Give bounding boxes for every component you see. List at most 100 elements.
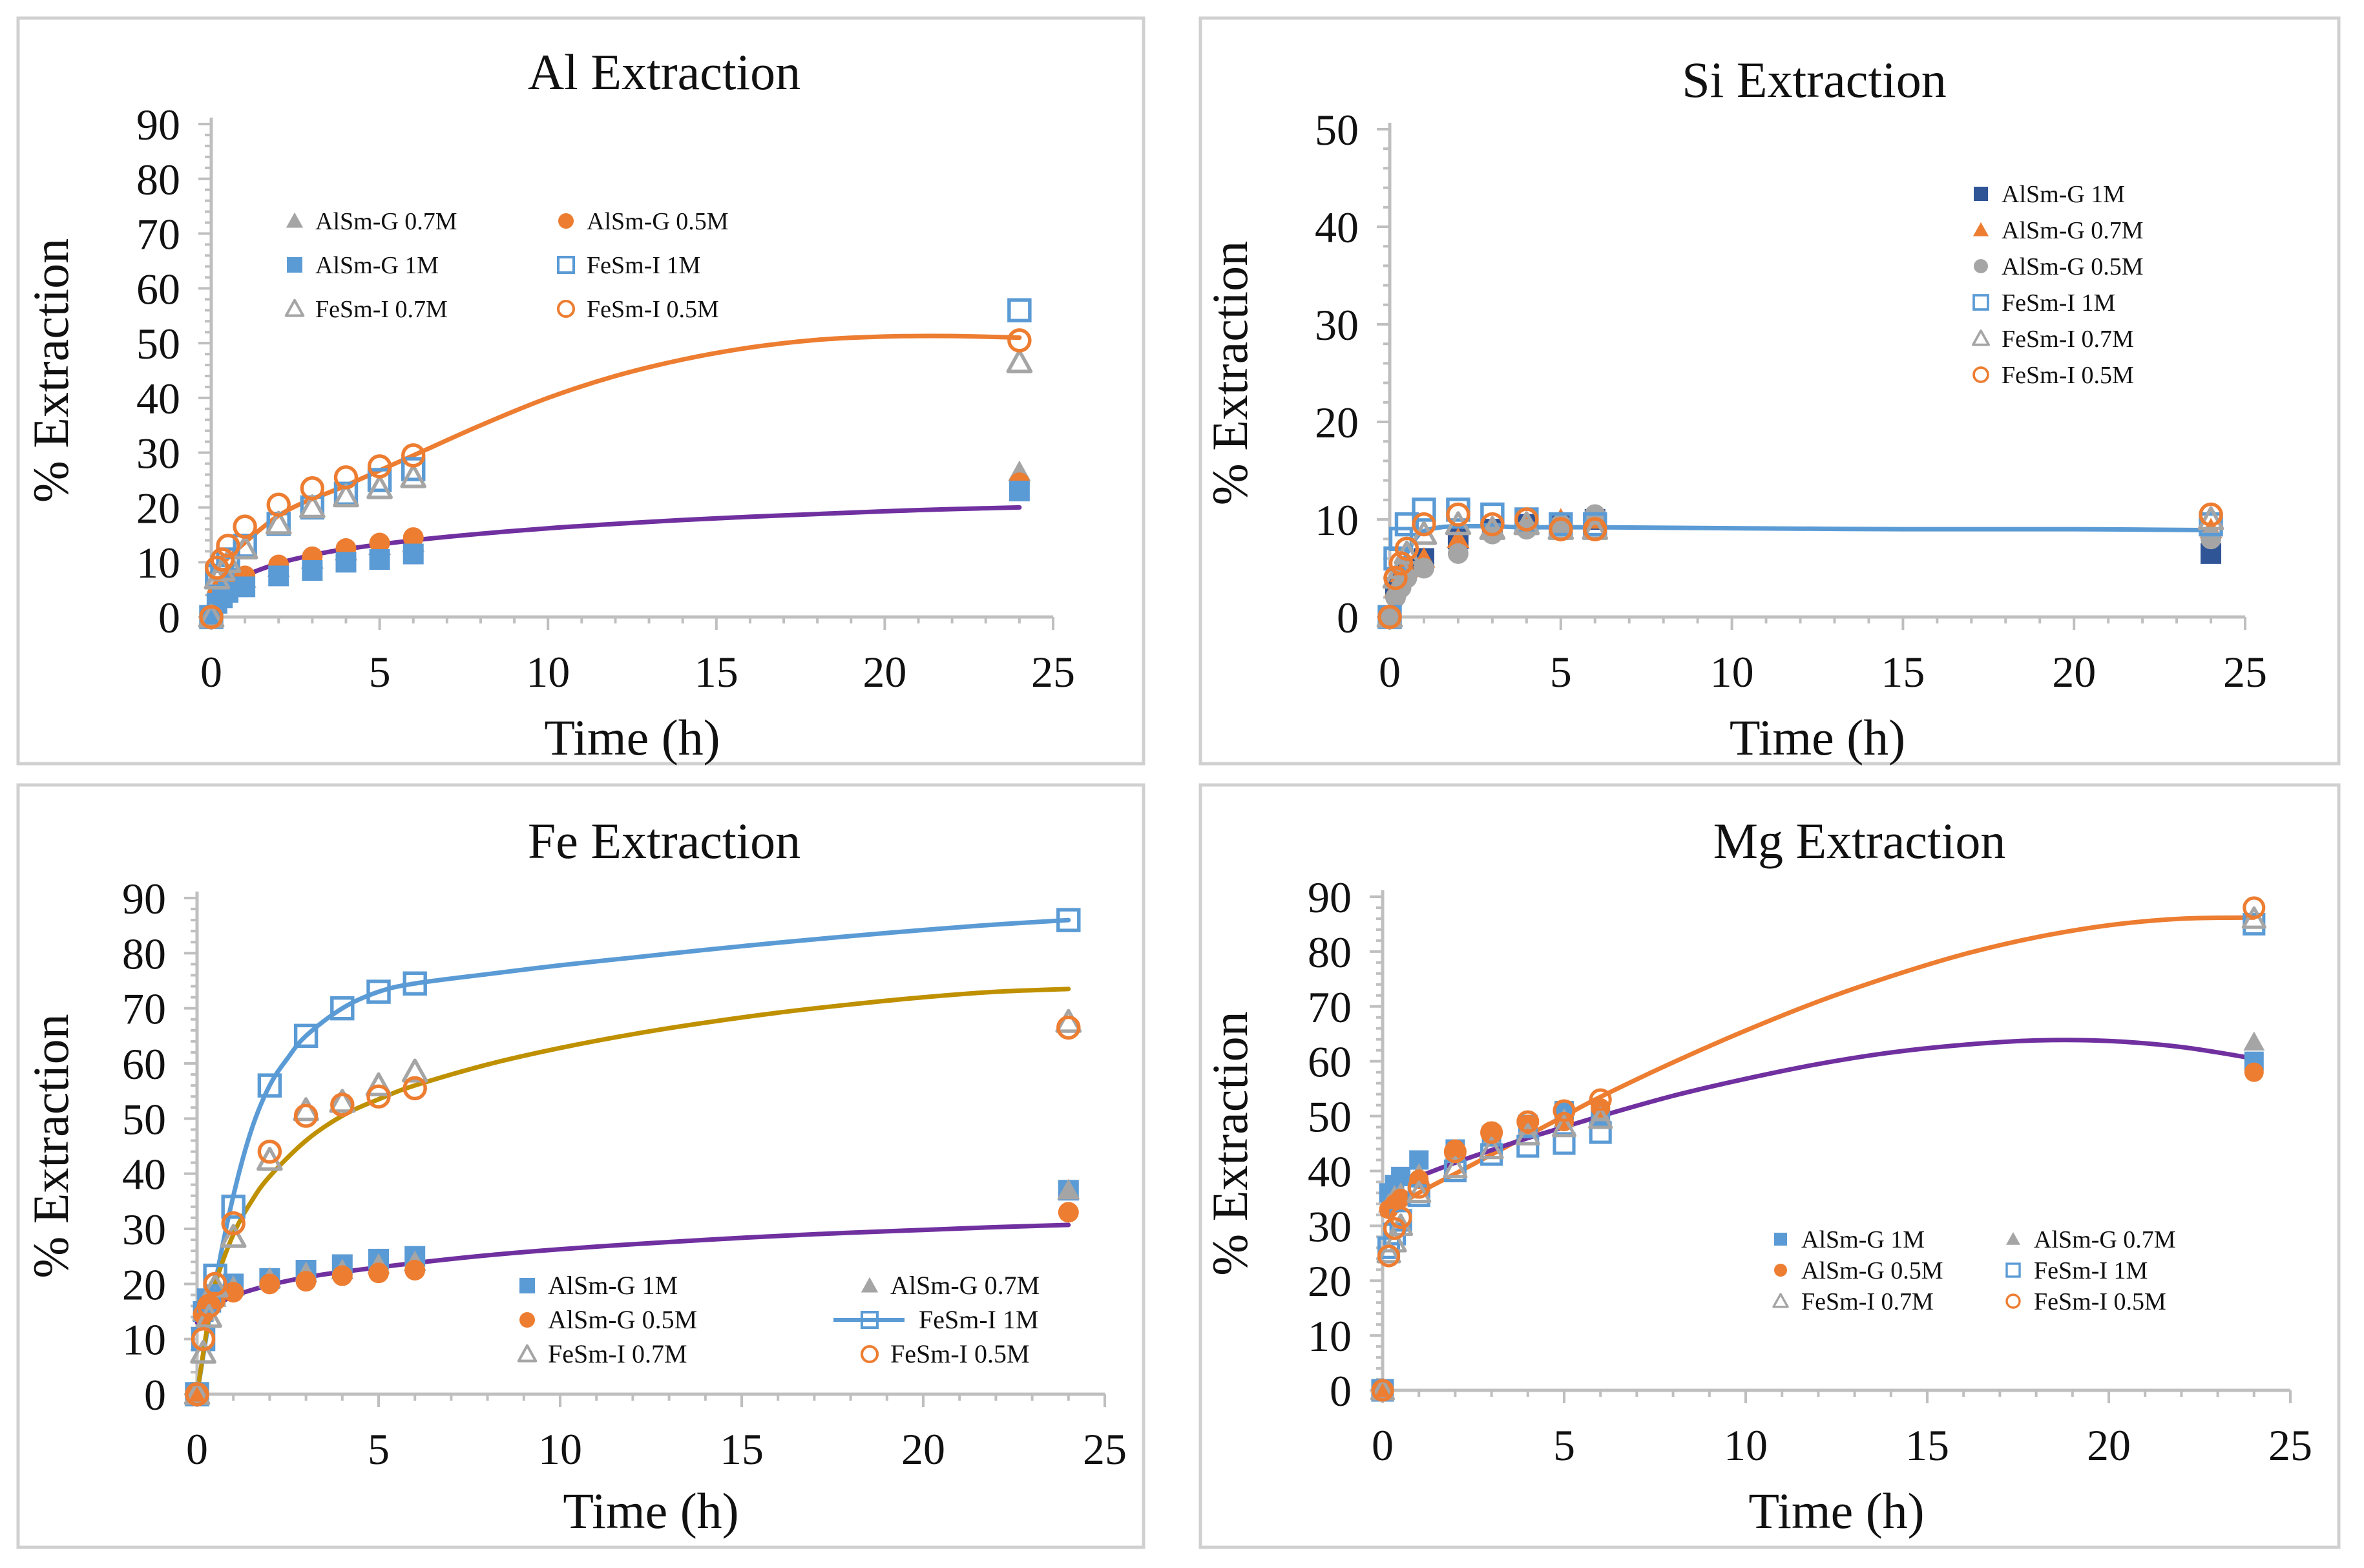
data-point: [1516, 1110, 1540, 1133]
y-tick-label: 80: [122, 929, 166, 978]
chart-frame: [1198, 16, 2341, 766]
data-point: [403, 543, 424, 565]
chart-title: Fe Extraction: [528, 813, 800, 869]
data-point: [2244, 1062, 2264, 1082]
series-alsm-g-0-5m: [1373, 1062, 2264, 1400]
legend-marker: [1774, 1264, 1787, 1277]
series-alsm-g-0-5m: [187, 1202, 1079, 1405]
data-point: [1446, 502, 1470, 527]
data-point: [1447, 527, 1470, 549]
legend-marker: [1974, 187, 1988, 201]
legend-label: FeSm-I 1M: [587, 252, 700, 279]
legend-marker: [1972, 366, 1989, 383]
y-axis-title: % Extraction: [23, 238, 79, 503]
legend-label: FeSm-I 1M: [2034, 1257, 2148, 1284]
data-point: [1057, 1178, 1080, 1200]
legend-item-alsm-g-1m: AlSm-G 1M: [1974, 181, 2125, 208]
data-point: [220, 1224, 247, 1248]
data-point: [265, 510, 292, 535]
x-tick-label: 10: [1710, 647, 1754, 696]
data-point: [1007, 328, 1032, 353]
chart-title: Mg Extraction: [1713, 813, 2006, 869]
y-tick-label: 10: [122, 1315, 166, 1364]
data-point: [1514, 507, 1539, 532]
y-tick-label: 30: [1308, 1202, 1352, 1251]
y-axis-title: % Extraction: [1202, 241, 1258, 505]
data-point: [2243, 1031, 2265, 1051]
legend-label: AlSm-G 0.5M: [1801, 1257, 1943, 1284]
legend-item-alsm-g-1m: AlSm-G 1M: [519, 1271, 678, 1300]
data-point: [2197, 506, 2224, 530]
legend-marker: [2005, 1293, 2021, 1309]
data-point: [330, 1092, 355, 1117]
chart-al: Al Extraction 0 10 20 30 40 50 60 70 80 90 0 5 10 15 20…: [16, 16, 1145, 766]
data-point: [259, 1273, 280, 1295]
data-point: [403, 1076, 427, 1101]
y-tick-label: 30: [136, 429, 180, 478]
data-point: [196, 1293, 222, 1319]
data-point: [1480, 1121, 1503, 1144]
trendline-fesm-i-1m-fit: [194, 917, 1071, 1397]
data-point: [1009, 481, 1030, 502]
legend-label: FeSm-I 0.7M: [315, 296, 448, 323]
data-point: [1583, 517, 1607, 541]
legend-item-fesm-i-0-7m: FeSm-I 0.7M: [284, 296, 448, 323]
y-tick-label: 20: [1308, 1257, 1352, 1306]
data-point: [1391, 1188, 1411, 1208]
data-point: [368, 1262, 389, 1284]
data-point: [1371, 1379, 1394, 1402]
y-tick-label: 40: [136, 374, 180, 423]
x-tick-label: 10: [538, 1425, 582, 1474]
data-point: [1382, 1229, 1407, 1253]
data-point: [366, 1084, 391, 1109]
legend-label: FeSm-I 0.7M: [1801, 1288, 1934, 1315]
chart-frame: [16, 16, 1145, 766]
data-point: [1479, 1136, 1504, 1160]
data-point: [1407, 1176, 1430, 1199]
series-fesm-i-0-5m: [185, 1015, 1081, 1406]
data-point: [295, 1271, 317, 1292]
data-point: [257, 1073, 282, 1098]
y-tick-label: 0: [1337, 593, 1359, 642]
legend-item-alsm-g-0-5m: AlSm-G 0.5M: [1774, 1257, 1943, 1284]
y-tick-label: 60: [136, 264, 180, 313]
data-point: [401, 1058, 428, 1083]
legend-label: FeSm-I 0.5M: [2002, 362, 2134, 389]
data-point: [210, 547, 235, 572]
legend: AlSm-G 1M AlSm-G 0.7M AlSm-G 0.5M FeSm-I 1M…: [517, 1271, 1040, 1368]
legend-label: AlSm-G 0.7M: [2002, 217, 2144, 244]
legend-item-fesm-i-0-5m: FeSm-I 0.5M: [2005, 1288, 2166, 1315]
data-point: [367, 454, 392, 479]
data-point: [216, 534, 240, 558]
data-point: [1447, 543, 1469, 564]
data-point: [1553, 1132, 1576, 1155]
data-point: [1513, 511, 1540, 536]
x-tick-label: 0: [200, 647, 222, 696]
data-point: [1056, 1015, 1081, 1040]
legend-item-fesm-i-0-5m: FeSm-I 0.5M: [860, 1339, 1030, 1368]
legend-item-fesm-i-0-5m: FeSm-I 0.5M: [556, 296, 719, 323]
series-fesm-i-0-7m: [198, 349, 1033, 628]
legend-label: FeSm-I 1M: [919, 1305, 1039, 1334]
legend-marker: [284, 298, 305, 317]
legend-marker: [2006, 1232, 2020, 1245]
data-point: [331, 1265, 353, 1286]
x-tick-label: 0: [186, 1425, 208, 1474]
series-fesm-i-0-5m: [1377, 502, 2223, 629]
data-point: [333, 465, 359, 490]
legend-marker: [556, 255, 576, 275]
x-tick-label: 15: [1905, 1421, 1949, 1470]
x-tick-label: 25: [1083, 1425, 1127, 1474]
x-axis-title: Time (h): [563, 1483, 738, 1539]
x-tick-label: 20: [901, 1425, 945, 1474]
legend: AlSm-G 0.7M AlSm-G 0.5M AlSm-G 1M FeSm-I 1M…: [284, 208, 729, 323]
data-point: [1481, 1123, 1501, 1143]
x-tick-label: 5: [369, 647, 391, 696]
data-point: [403, 527, 424, 549]
legend-marker: [2005, 1262, 2021, 1278]
y-tick-label: 50: [1315, 105, 1359, 154]
data-point: [1479, 516, 1506, 540]
x-tick-label: 5: [1550, 647, 1572, 696]
chart-fe: Fe Extraction 0 10 20 30 40 50 60 70 80 90 0 5 10 15 20…: [16, 783, 1145, 1549]
y-tick-label: 50: [1308, 1092, 1352, 1142]
